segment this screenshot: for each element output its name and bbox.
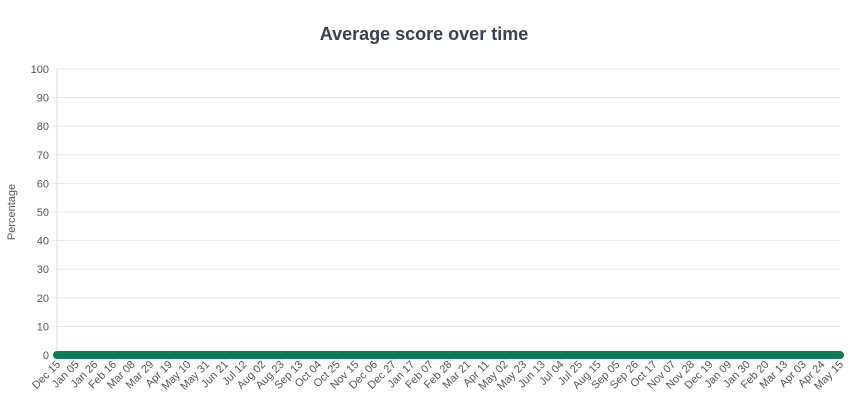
grid-lines (52, 68, 840, 360)
data-point[interactable] (743, 352, 750, 358)
data-point[interactable] (650, 352, 657, 358)
chart-title: Average score over time (320, 24, 528, 44)
data-point[interactable] (501, 352, 508, 358)
data-point[interactable] (520, 352, 527, 358)
data-point[interactable] (128, 352, 135, 358)
y-tick-label: 90 (37, 93, 49, 105)
data-point[interactable] (296, 352, 303, 358)
data-point[interactable] (557, 352, 564, 358)
y-tick-label: 60 (37, 178, 49, 190)
y-axis-ticks: 0 10 20 30 40 50 60 70 80 90 100 (31, 64, 49, 362)
data-point[interactable] (445, 352, 452, 358)
data-point[interactable] (613, 352, 620, 358)
data-point[interactable] (315, 352, 321, 358)
data-point[interactable] (837, 352, 843, 358)
data-point[interactable] (799, 352, 806, 358)
data-point[interactable] (389, 352, 396, 358)
data-point[interactable] (408, 352, 415, 358)
data-point[interactable] (464, 352, 471, 358)
y-tick-label: 100 (31, 64, 49, 76)
data-point[interactable] (594, 352, 601, 358)
data-point[interactable] (781, 352, 788, 358)
y-tick-label: 20 (37, 293, 49, 305)
data-point[interactable] (352, 352, 359, 358)
data-point[interactable] (72, 352, 79, 358)
data-point[interactable] (818, 352, 825, 358)
data-point[interactable] (631, 352, 638, 358)
y-tick-label: 40 (37, 236, 49, 248)
data-point[interactable] (538, 352, 545, 358)
data-point[interactable] (669, 352, 676, 358)
data-point[interactable] (147, 352, 154, 358)
data-point[interactable] (706, 352, 713, 358)
y-tick-label: 50 (37, 207, 49, 219)
data-point[interactable] (221, 352, 228, 358)
y-tick-label: 0 (43, 350, 49, 362)
data-point[interactable] (91, 352, 98, 358)
data-point[interactable] (370, 352, 377, 358)
data-point[interactable] (259, 352, 266, 358)
data-point[interactable] (333, 352, 340, 358)
data-point[interactable] (277, 352, 284, 358)
data-point[interactable] (203, 352, 210, 358)
data-point[interactable] (762, 352, 769, 358)
data-point[interactable] (54, 352, 60, 358)
data-point[interactable] (240, 352, 247, 358)
y-tick-label: 30 (37, 264, 49, 276)
data-point[interactable] (576, 352, 582, 358)
data-point[interactable] (482, 352, 489, 358)
data-point[interactable] (426, 352, 433, 358)
data-point[interactable] (184, 352, 191, 358)
series-layer (53, 351, 844, 359)
data-point[interactable] (687, 352, 694, 358)
y-tick-label: 10 (37, 321, 49, 333)
data-point[interactable] (109, 352, 116, 358)
y-tick-label: 80 (37, 121, 49, 133)
y-tick-label: 70 (37, 150, 49, 162)
y-axis-label: Percentage (6, 184, 18, 240)
data-point[interactable] (165, 352, 172, 358)
data-point[interactable] (725, 352, 732, 358)
